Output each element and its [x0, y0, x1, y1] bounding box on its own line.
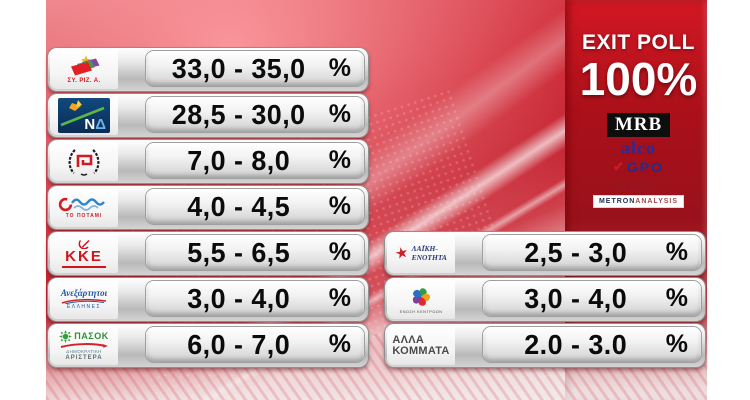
party-row-pasok: ΠΑΣΟΚ ΔΗΜΟΚΡΑΤΙΚΗ ΑΡΙΣΤΕΡΑ 6,0 - 7,0 % [48, 324, 368, 367]
percent-sign: % [328, 330, 351, 358]
percent-sign: % [328, 284, 351, 312]
xrysi-avgi-logo [50, 142, 118, 181]
party-row-enosi-kentroon: ΕΝΩΣΗ ΚΕΝΤΡΩΩΝ 3,0 - 4,0 % [385, 278, 705, 321]
pasok-logo: ΠΑΣΟΚ ΔΗΜΟΚΡΑΤΙΚΗ ΑΡΙΣΤΕΡΑ [50, 326, 118, 365]
alla-line1: ΑΛΛΑ [392, 333, 425, 346]
kke-logo: KKE [50, 234, 118, 273]
result-pill: 4,0 - 4,5 % [146, 189, 364, 224]
anel-swoosh-icon [61, 298, 107, 304]
enosi-kentroon-logo: ΕΝΩΣΗ ΚΕΝΤΡΩΩΝ [387, 280, 455, 319]
exit-poll-percent: 100% [579, 53, 698, 105]
result-pill: 6,0 - 7,0 % [146, 327, 364, 362]
party-row-xrysi-avgi: 7,0 - 8,0 % [48, 140, 368, 183]
percent-sign: % [328, 238, 351, 266]
percent-sign: % [328, 146, 351, 174]
polling-agency-logos: MRB alco ✔ GPO maRc METRONANALYSIS [572, 113, 705, 209]
alla-line2: ΚΟΜΜΑΤΑ [392, 344, 450, 357]
hammer-sickle-icon [78, 239, 90, 249]
potami-logo-caption: ΤΟ ΠΟΤΑΜΙ [65, 213, 103, 219]
nd-logo-text: ΝΔ [84, 115, 106, 133]
anel-logo: Ανεξάρτητοι ΕΛΛΗΝΕΣ [50, 280, 118, 319]
river-wave-icon [58, 197, 105, 212]
pasok-sub-line2: ΑΡΙΣΤΕΡΑ [65, 354, 103, 361]
party-row-nd: ΝΔ 28,5 - 30,0 % [48, 94, 368, 137]
laiki-enotita-logo: ★ ΛΑΪΚΗ- ΕΝΟΤΗΤΑ [387, 234, 455, 273]
anel-logo-line2: ΕΛΛΗΝΕΣ [66, 304, 102, 310]
result-pill: 2,5 - 3,0 % [483, 235, 701, 270]
percent-sign: % [328, 54, 351, 82]
exit-poll-title: EXIT POLL [581, 31, 695, 54]
laiki-logo-line2: ΕΝΟΤΗΤΑ [411, 252, 447, 262]
pasok-swoosh-icon [60, 343, 108, 349]
gpo-check-icon: ✔ [612, 159, 624, 175]
alla-kommata-label: ΑΛΛΑ ΚΟΜΜΑΤΑ [387, 326, 455, 365]
potami-logo: ΤΟ ΠΟΤΑΜΙ [50, 188, 118, 227]
percent-sign: % [328, 192, 351, 220]
metron-logo-text: METRON [598, 198, 636, 206]
marc-logo: maRc [615, 174, 662, 194]
gpo-logo-text: GPO [626, 158, 665, 175]
range-value: 3,0 - 4,0 [187, 282, 291, 314]
range-value: 2,5 - 3,0 [524, 236, 628, 268]
party-row-alla-kommata: ΑΛΛΑ ΚΟΜΜΑΤΑ 2.0 - 3.0 % [385, 324, 705, 367]
nd-torch-icon [60, 100, 105, 127]
enosi-kentroon-caption: ΕΝΩΣΗ ΚΕΝΤΡΩΩΝ [399, 309, 443, 314]
pinwheel-icon [412, 288, 431, 306]
party-row-anel: Ανεξάρτητοι ΕΛΛΗΝΕΣ 3,0 - 4,0 % [48, 278, 368, 321]
party-row-kke: KKE 5,5 - 6,5 % [48, 232, 368, 275]
laiki-logo-line1: ΛΑΪΚΗ- [411, 243, 438, 253]
range-value: 6,0 - 7,0 [187, 328, 291, 360]
party-row-laiki-enotita: ★ ΛΑΪΚΗ- ΕΝΟΤΗΤΑ 2,5 - 3,0 % [385, 232, 705, 275]
exit-poll-header: EXIT POLL 100% [572, 31, 705, 102]
alco-logo: alco [621, 137, 656, 158]
range-value: 7,0 - 8,0 [187, 144, 291, 176]
result-pill: 5,5 - 6,5 % [146, 235, 364, 270]
syriza-logo: ΣΥ. ΡΙΖ. Α. [50, 50, 118, 89]
syriza-flags-icon [71, 55, 100, 76]
mrb-logo: MRB [606, 113, 671, 137]
party-row-syriza: ΣΥ. ΡΙΖ. Α. 33,0 - 35,0 % [48, 48, 368, 91]
kke-logo-text: KKE [65, 248, 103, 265]
range-value: 33,0 - 35,0 [171, 52, 306, 84]
result-pill: 7,0 - 8,0 % [146, 143, 364, 178]
percent-sign: % [665, 330, 688, 358]
percent-sign: % [665, 284, 688, 312]
gpo-logo: ✔ GPO [613, 160, 664, 174]
syriza-logo-caption: ΣΥ. ΡΙΖ. Α. [67, 78, 101, 84]
result-pill: 3,0 - 4,0 % [146, 281, 364, 316]
result-pill: 2.0 - 3.0 % [483, 327, 701, 362]
red-star-icon: ★ [393, 243, 411, 264]
percent-sign: % [665, 238, 688, 266]
result-pill: 3,0 - 4,0 % [483, 281, 701, 316]
pasok-logo-text: ΠΑΣΟΚ [74, 331, 109, 342]
nd-logo: ΝΔ [50, 96, 118, 135]
percent-sign: % [328, 100, 351, 128]
pasok-sub-line1: ΔΗΜΟΚΡΑΤΙΚΗ [66, 349, 102, 355]
range-value: 28,5 - 30,0 [171, 98, 306, 130]
result-pill: 33,0 - 35,0 % [146, 51, 364, 86]
nd-badge: ΝΔ [58, 98, 110, 133]
metron-analysis-logo: METRONANALYSIS [592, 195, 685, 209]
kke-underline [62, 265, 106, 268]
green-sun-icon [59, 330, 73, 344]
range-value: 2.0 - 3.0 [524, 328, 628, 360]
range-value: 5,5 - 6,5 [187, 236, 291, 268]
anel-logo-line1: Ανεξάρτητοι [60, 288, 108, 298]
analysis-logo-text: ANALYSIS [635, 198, 679, 206]
wreath-meander-icon [68, 148, 100, 176]
range-value: 3,0 - 4,0 [524, 282, 628, 314]
party-row-potami: ΤΟ ΠΟΤΑΜΙ 4,0 - 4,5 % [48, 186, 368, 229]
range-value: 4,0 - 4,5 [187, 190, 291, 222]
result-pill: 28,5 - 30,0 % [146, 97, 364, 132]
